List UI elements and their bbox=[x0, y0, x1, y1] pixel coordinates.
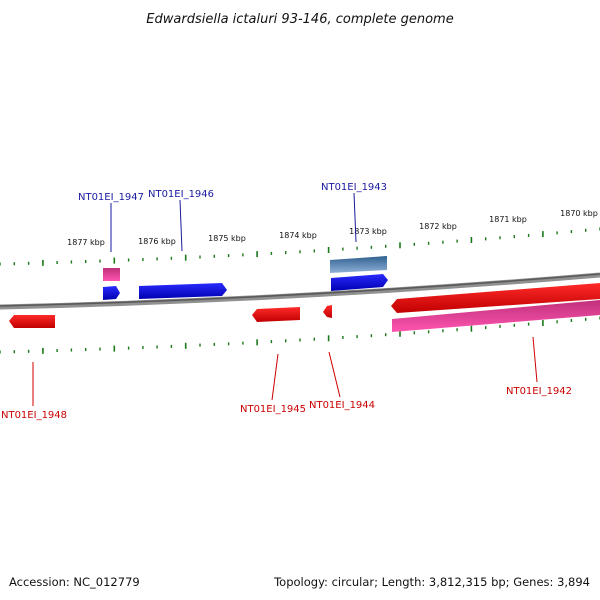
gene-label[interactable]: NT01EI_1948 bbox=[1, 410, 67, 421]
gene-arrow-nt01ei-1943[interactable] bbox=[331, 274, 388, 291]
scale-label: 1877 kbp bbox=[67, 238, 105, 247]
gene-arrow-nt01ei-1948[interactable] bbox=[9, 315, 55, 328]
gene-label[interactable]: NT01EI_1944 bbox=[309, 400, 375, 411]
leader-line bbox=[179, 199, 183, 252]
genome-backbone bbox=[0, 272, 600, 310]
gene-arrow-nt01ei-1942[interactable] bbox=[391, 283, 600, 313]
label-leaders bbox=[32, 192, 538, 406]
scale-label: 1870 kbp bbox=[560, 209, 598, 218]
reverse-strand-features bbox=[9, 283, 600, 332]
forward-strand-features bbox=[103, 256, 388, 300]
scale-label: 1873 kbp bbox=[349, 227, 387, 236]
leader-line bbox=[353, 192, 357, 243]
gene-arrow-nt01ei-1946[interactable] bbox=[139, 283, 227, 299]
gene-feature-pseudo[interactable] bbox=[103, 268, 120, 281]
leader-line bbox=[271, 353, 279, 401]
genome-summary-text: Topology: circular; Length: 3,812,315 bp… bbox=[273, 575, 590, 589]
scale-label: 1872 kbp bbox=[419, 222, 457, 231]
gene-label[interactable]: NT01EI_1946 bbox=[148, 189, 214, 200]
gene-arrow-nt01ei-1944[interactable] bbox=[323, 305, 332, 318]
gene-arrow-nt01ei-1945[interactable] bbox=[252, 307, 300, 322]
gene-feature-rna[interactable] bbox=[330, 256, 387, 273]
scale-labels: 1877 kbp 1876 kbp 1875 kbp 1874 kbp 1873… bbox=[67, 209, 598, 247]
gene-labels: NT01EI_1947 NT01EI_1946 NT01EI_1943 NT01… bbox=[1, 182, 572, 421]
outer-tick-track bbox=[0, 227, 600, 266]
gene-label[interactable]: NT01EI_1942 bbox=[506, 386, 572, 397]
scale-label: 1876 kbp bbox=[138, 237, 176, 246]
genome-backbone-highlight bbox=[0, 273, 600, 307]
gene-label[interactable]: NT01EI_1945 bbox=[240, 404, 306, 415]
gene-label[interactable]: NT01EI_1943 bbox=[321, 182, 387, 193]
inner-tick-track bbox=[0, 316, 600, 354]
gene-arrow-nt01ei-1947[interactable] bbox=[103, 286, 120, 300]
leader-line bbox=[532, 336, 538, 383]
accession-text: Accession: NC_012779 bbox=[9, 575, 140, 589]
gene-feature-pseudo[interactable] bbox=[392, 300, 600, 332]
scale-label: 1875 kbp bbox=[208, 234, 246, 243]
gene-label[interactable]: NT01EI_1947 bbox=[78, 192, 144, 203]
leader-line bbox=[328, 351, 341, 398]
map-title: Edwardsiella ictaluri 93-146, complete g… bbox=[146, 12, 453, 27]
scale-label: 1871 kbp bbox=[489, 215, 527, 224]
scale-label: 1874 kbp bbox=[279, 231, 317, 240]
